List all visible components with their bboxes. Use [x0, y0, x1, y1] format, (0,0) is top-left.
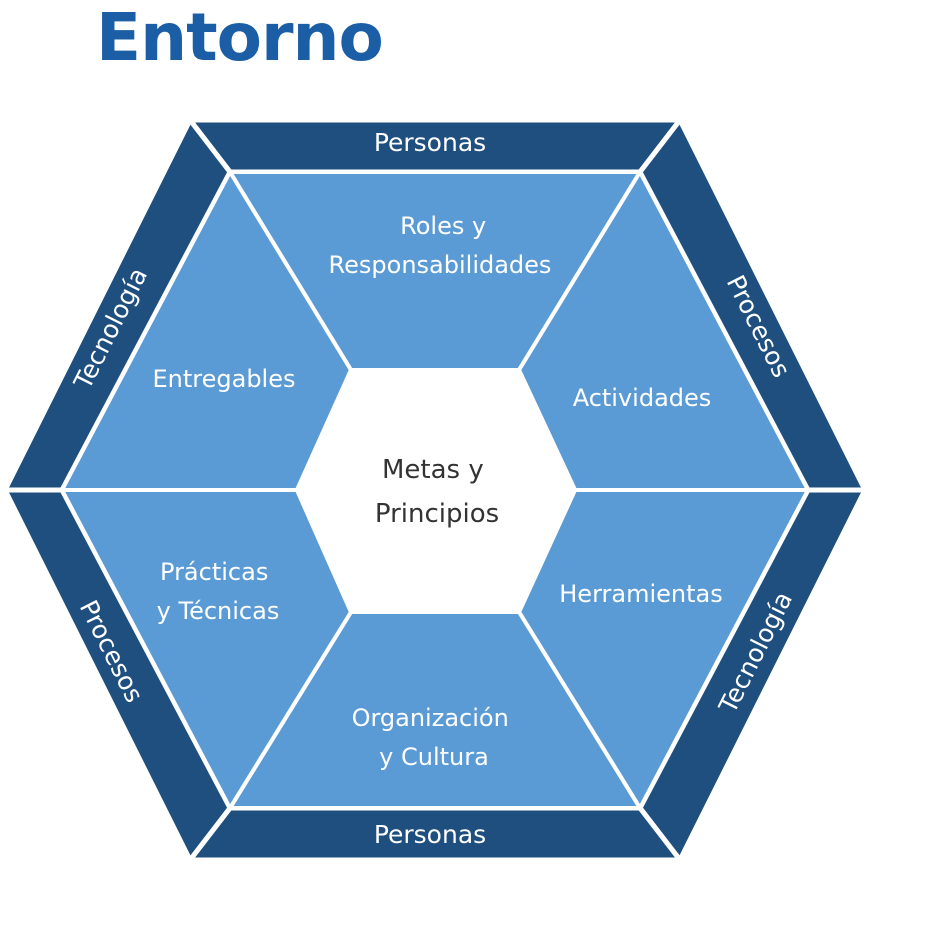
segment-label-lower-right-line-1: Herramientas	[559, 580, 722, 608]
segment-label-lower-right: Herramientas	[559, 580, 722, 608]
segment-label-lower-left-line-2: y Técnicas	[157, 597, 280, 625]
segment-label-upper-right-line-1: Actividades	[573, 384, 712, 412]
band-label-top: Personas	[374, 128, 486, 157]
center-label-line-2: Principios	[375, 499, 499, 529]
outer-bands	[0, 115, 870, 865]
segment-label-upper-left-line-1: Entregables	[152, 365, 295, 393]
segment-label-top: Roles y Responsabilidades	[329, 212, 552, 279]
segment-label-top-line-1: Roles y	[400, 212, 486, 240]
band-label-bottom: Personas	[374, 820, 486, 849]
segment-label-lower-left-line-1: Prácticas	[160, 558, 268, 586]
center-label: Metas y Principios	[375, 455, 499, 529]
segments	[58, 167, 812, 813]
segment-label-upper-left: Entregables	[152, 365, 295, 393]
segment-label-lower-left: Prácticas y Técnicas	[157, 558, 280, 625]
center-label-line-1: Metas y	[382, 455, 484, 485]
segment-label-top-line-2: Responsabilidades	[329, 251, 552, 279]
center-hexagon	[294, 368, 578, 614]
segment-label-bottom: Organización y Cultura	[352, 704, 517, 771]
page-title: Entorno	[96, 0, 384, 76]
segment-label-bottom-line-1: Organización	[352, 704, 509, 732]
segment-label-upper-right: Actividades	[573, 384, 712, 412]
segment-label-bottom-line-2: y Cultura	[379, 743, 489, 771]
